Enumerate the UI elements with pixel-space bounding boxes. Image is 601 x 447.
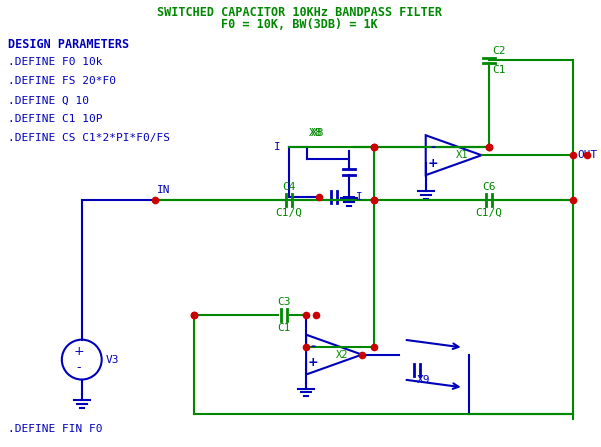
Text: .DEFINE FS 20*F0: .DEFINE FS 20*F0 — [8, 76, 116, 86]
Text: C1: C1 — [278, 323, 291, 333]
Text: X2: X2 — [336, 350, 349, 359]
Text: -: - — [76, 361, 81, 374]
Text: C1/Q: C1/Q — [276, 208, 303, 218]
Text: X1: X1 — [456, 150, 468, 160]
Text: X8: X8 — [309, 128, 323, 138]
Text: .DEFINE Q 10: .DEFINE Q 10 — [8, 95, 89, 105]
Text: C2: C2 — [492, 46, 506, 55]
Text: .DEFINE CS C1*2*PI*F0/FS: .DEFINE CS C1*2*PI*F0/FS — [8, 133, 170, 143]
Text: .DEFINE F0 10k: .DEFINE F0 10k — [8, 58, 103, 67]
Text: I: I — [275, 142, 281, 152]
Text: +: + — [73, 345, 84, 358]
Text: X9: X9 — [416, 375, 430, 384]
Text: V3: V3 — [106, 354, 119, 365]
Text: C1: C1 — [492, 65, 506, 76]
Text: SWITCHED CAPACITOR 10KHz BANDPASS FILTER: SWITCHED CAPACITOR 10KHz BANDPASS FILTER — [157, 6, 442, 19]
Text: IN: IN — [156, 185, 170, 195]
Text: -: - — [430, 141, 435, 154]
Text: I: I — [356, 192, 362, 202]
Text: F0 = 10K, BW(3DB) = 1K: F0 = 10K, BW(3DB) = 1K — [221, 18, 377, 31]
Text: X8: X8 — [311, 128, 325, 138]
Text: C3: C3 — [278, 297, 291, 307]
Text: -: - — [311, 340, 316, 353]
Text: DESIGN PARAMETERS: DESIGN PARAMETERS — [8, 38, 129, 51]
Text: .DEFINE FIN F0: .DEFINE FIN F0 — [8, 424, 103, 434]
Text: C6: C6 — [482, 182, 495, 192]
Text: .DEFINE C1 10P: .DEFINE C1 10P — [8, 114, 103, 124]
Text: C1/Q: C1/Q — [475, 208, 502, 218]
Text: OUT: OUT — [577, 150, 597, 160]
Text: +: + — [427, 157, 438, 170]
Text: C4: C4 — [282, 182, 296, 192]
Text: +: + — [308, 356, 319, 369]
